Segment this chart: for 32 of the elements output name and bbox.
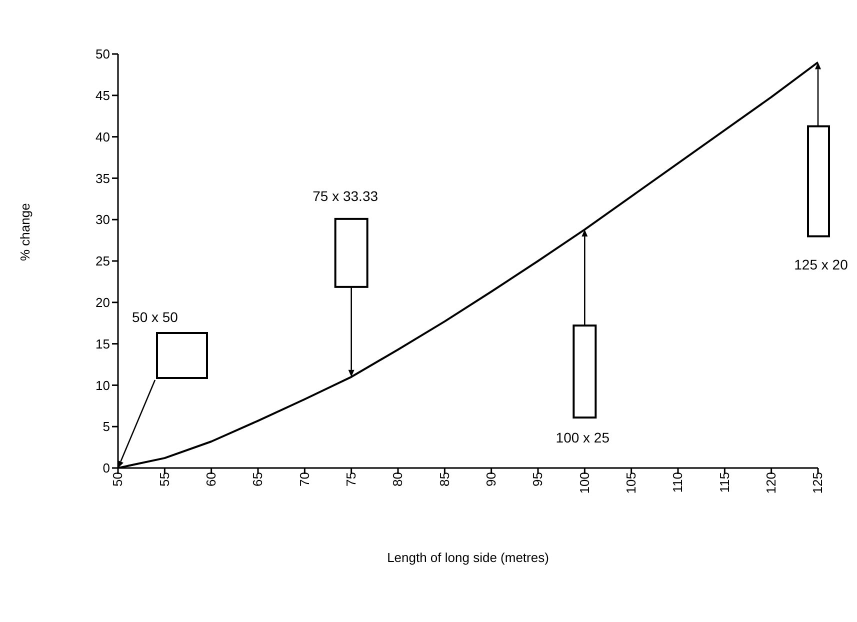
y-tick-label: 25 [96,254,110,269]
y-tick-label: 20 [96,295,110,310]
x-tick-label: 65 [250,472,266,486]
x-tick-label: 90 [484,472,499,486]
x-tick-label: 95 [530,472,546,486]
y-axis-title: % change [18,203,33,261]
x-axis-title: Length of long side (metres) [387,550,549,565]
x-tick-label: 75 [344,472,359,486]
y-tick-label: 10 [96,378,110,393]
y-tick-label: 5 [102,419,110,434]
x-tick-label: 70 [296,472,312,486]
y-tick-label: 50 [96,46,110,62]
y-tick-label: 15 [96,336,110,352]
x-tick-label: 100 [576,472,592,494]
annotation: 100 x 25 [556,430,610,446]
annotation: 50 x 50 [132,309,178,325]
x-tick-label: 125 [810,472,826,494]
x-tick-label: 110 [670,472,686,493]
x-tick-label: 85 [436,472,452,486]
y-tick-label: 30 [96,212,110,228]
y-tick-label: 35 [96,170,110,186]
x-tick-label: 80 [390,472,406,486]
annotation: 125 x 20 [794,256,848,272]
x-tick-label: 115 [716,472,732,493]
x-tick-label: 55 [156,472,172,486]
annotation: 75 x 33.33 [312,188,378,204]
x-tick-label: 105 [624,472,639,494]
y-tick-label: 45 [96,88,110,104]
x-tick-label: 120 [764,472,779,494]
y-tick-label: 40 [96,129,110,144]
x-tick-label: 60 [204,472,219,486]
y-tick-label: 0 [102,460,110,476]
